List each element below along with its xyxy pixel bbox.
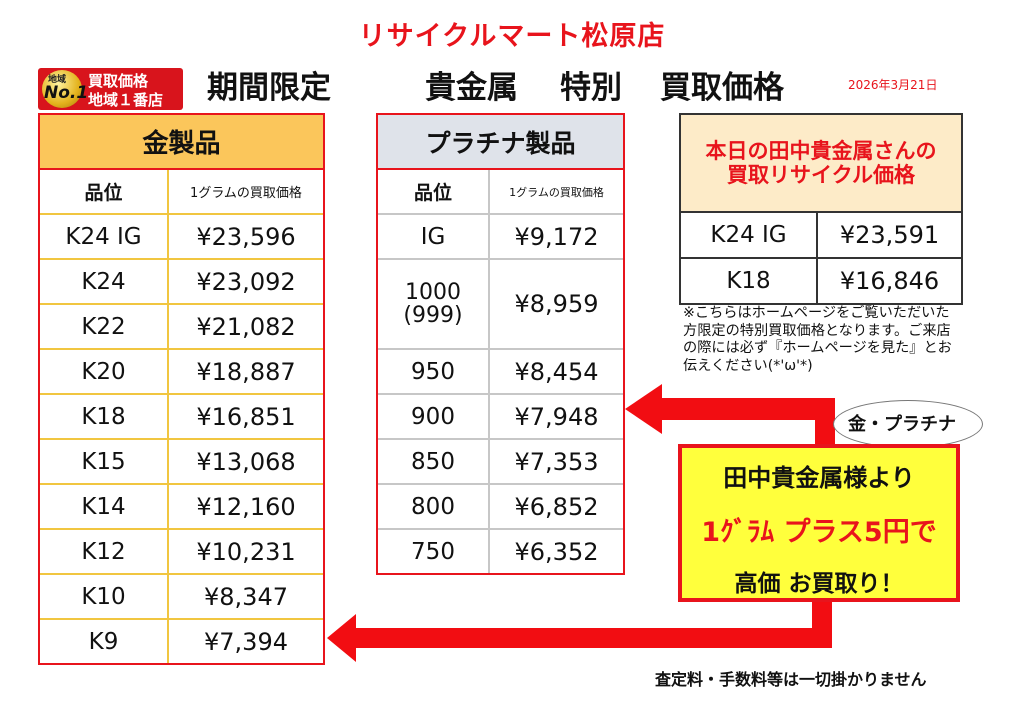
- tanaka-price-cell: ¥23,591: [839, 221, 940, 249]
- gold-grade-cell: K9: [40, 620, 169, 663]
- platinum-table-header-row: 品位 1グラムの買取価格: [378, 170, 623, 215]
- gold-grade-cell: K15: [40, 440, 169, 483]
- gold-grade-cell: K22: [40, 305, 169, 348]
- arrow-to-platinum-icon: [625, 384, 835, 446]
- gold-grade-cell: K12: [40, 530, 169, 573]
- gold-price-cell: ¥23,596: [196, 222, 296, 251]
- platinum-price-cell: ¥9,172: [514, 222, 599, 251]
- platinum-price-cell: ¥6,352: [514, 537, 599, 566]
- platinum-table-row: IG ¥9,172: [378, 215, 623, 260]
- tanaka-table-row: K18 ¥16,846: [681, 259, 961, 303]
- platinum-grade-line-1: 1000: [404, 280, 461, 305]
- gold-grade-cell: K24 IG: [40, 215, 169, 258]
- headline-precious-metals: 貴金属: [425, 70, 518, 106]
- bubble-text: 金・プラチナ: [848, 414, 956, 435]
- platinum-grade-cell: 1000 (999): [378, 260, 490, 348]
- platinum-grade-cell: 800: [378, 485, 490, 528]
- badge-line-2: 地域１番店: [88, 91, 164, 109]
- platinum-price-cell: ¥6,852: [514, 492, 599, 521]
- gold-table-row: K10 ¥8,347: [40, 575, 323, 620]
- bonus-line-3: 高価 お買取り！: [734, 571, 904, 597]
- platinum-grade-cell: 850: [378, 440, 490, 483]
- platinum-grade-line-2: (999): [403, 303, 463, 328]
- gold-price-cell: ¥7,394: [204, 627, 288, 656]
- platinum-table-title: プラチナ製品: [378, 115, 623, 170]
- platinum-table-row: 800 ¥6,852: [378, 485, 623, 530]
- gold-table-row: K24 IG ¥23,596: [40, 215, 323, 260]
- medal-main-label: No.1: [44, 83, 89, 103]
- platinum-table-row: 850 ¥7,353: [378, 440, 623, 485]
- special-price-note: ※こちらはホームページをご覧いただいた方限定の特別買取価格となります。ご来店の際…: [683, 305, 952, 374]
- tanaka-grade-cell: K24 IG: [681, 213, 818, 257]
- fee-free-footer: 査定料・手数料等は一切掛かりません: [655, 670, 927, 689]
- speech-bubble: [833, 400, 983, 448]
- gold-grade-cell: K20: [40, 350, 169, 393]
- platinum-table-row: 900 ¥7,948: [378, 395, 623, 440]
- gold-price-cell: ¥13,068: [196, 447, 296, 476]
- platinum-grade-cell: 950: [378, 350, 490, 393]
- gold-table-row: K22 ¥21,082: [40, 305, 323, 350]
- tanaka-title-line-2: 買取リサイクル価格: [727, 163, 915, 187]
- gold-table-row: K14 ¥12,160: [40, 485, 323, 530]
- tanaka-title-line-1: 本日の田中貴金属さんの: [705, 139, 937, 163]
- gold-col-price: 1グラムの買取価格: [190, 186, 302, 201]
- date-label: 2026年3月21日: [848, 78, 938, 92]
- platinum-grade-cell: 900: [378, 395, 490, 438]
- gold-table-row: K18 ¥16,851: [40, 395, 323, 440]
- gold-price-cell: ¥12,160: [196, 492, 296, 521]
- platinum-col-price: 1グラムの買取価格: [509, 185, 604, 199]
- platinum-price-cell: ¥8,454: [514, 357, 599, 386]
- badge-line-1: 買取価格: [88, 72, 149, 90]
- gold-price-cell: ¥23,092: [196, 267, 296, 296]
- tanaka-table-row: K24 IG ¥23,591: [681, 213, 961, 259]
- medal-icon: 地域 No.1: [42, 70, 88, 108]
- platinum-col-grade: 品位: [378, 170, 490, 213]
- platinum-table-row: 950 ¥8,454: [378, 350, 623, 395]
- platinum-price-table: プラチナ製品 品位 1グラムの買取価格 IG ¥9,172 1000 (999) ¥8,…: [376, 113, 625, 575]
- gold-table-row: K9 ¥7,394: [40, 620, 323, 663]
- platinum-grade-cell: IG: [378, 215, 490, 258]
- region-no1-badge: 地域 No.1 買取価格 地域１番店: [38, 68, 183, 110]
- tanaka-table-title: 本日の田中貴金属さんの 買取リサイクル価格: [681, 115, 961, 213]
- gold-table-row: K15 ¥13,068: [40, 440, 323, 485]
- gold-table-row: K20 ¥18,887: [40, 350, 323, 395]
- store-name: リサイクルマート松原店: [358, 21, 666, 52]
- gold-price-cell: ¥10,231: [196, 537, 296, 566]
- bonus-callout: 田中貴金属様より 1ｸﾞﾗﾑ プラス5円で 高価 お買取り！: [678, 444, 960, 602]
- gold-table-title: 金製品: [40, 115, 323, 170]
- medal-small-label: 地域: [48, 75, 67, 85]
- gold-grade-cell: K24: [40, 260, 169, 303]
- gold-table-header-row: 品位 1グラムの買取価格: [40, 170, 323, 215]
- platinum-price-cell: ¥7,353: [514, 447, 599, 476]
- bonus-line-2: 1ｸﾞﾗﾑ プラス5円で: [701, 517, 937, 548]
- gold-grade-cell: K18: [40, 395, 169, 438]
- platinum-table-row: 750 ¥6,352: [378, 530, 623, 573]
- gold-price-cell: ¥16,851: [196, 402, 296, 431]
- gold-price-table: 金製品 品位 1グラムの買取価格 K24 IG ¥23,596 K24 ¥23,092…: [38, 113, 325, 665]
- bonus-line-1: 田中貴金属様より: [723, 464, 915, 492]
- gold-price-cell: ¥21,082: [196, 312, 296, 341]
- tanaka-price-cell: ¥16,846: [839, 267, 940, 295]
- platinum-grade-cell: 750: [378, 530, 490, 573]
- gold-grade-cell: K10: [40, 575, 169, 618]
- tanaka-grade-cell: K18: [681, 259, 818, 303]
- gold-col-grade: 品位: [40, 170, 169, 213]
- arrow-to-gold-icon: [327, 602, 832, 662]
- gold-price-cell: ¥18,887: [196, 357, 296, 386]
- gold-table-row: K24 ¥23,092: [40, 260, 323, 305]
- gold-price-cell: ¥8,347: [204, 582, 288, 611]
- platinum-price-cell: ¥8,959: [514, 290, 599, 318]
- tanaka-reference-table: 本日の田中貴金属さんの 買取リサイクル価格 K24 IG ¥23,591 K18 ¥1…: [679, 113, 963, 305]
- headline-special: 特別: [560, 70, 622, 106]
- gold-table-row: K12 ¥10,231: [40, 530, 323, 575]
- platinum-price-cell: ¥7,948: [514, 402, 599, 431]
- platinum-table-row: 1000 (999) ¥8,959: [378, 260, 623, 350]
- headline-buy-price: 買取価格: [660, 70, 784, 106]
- headline-limited: 期間限定: [207, 70, 331, 106]
- gold-grade-cell: K14: [40, 485, 169, 528]
